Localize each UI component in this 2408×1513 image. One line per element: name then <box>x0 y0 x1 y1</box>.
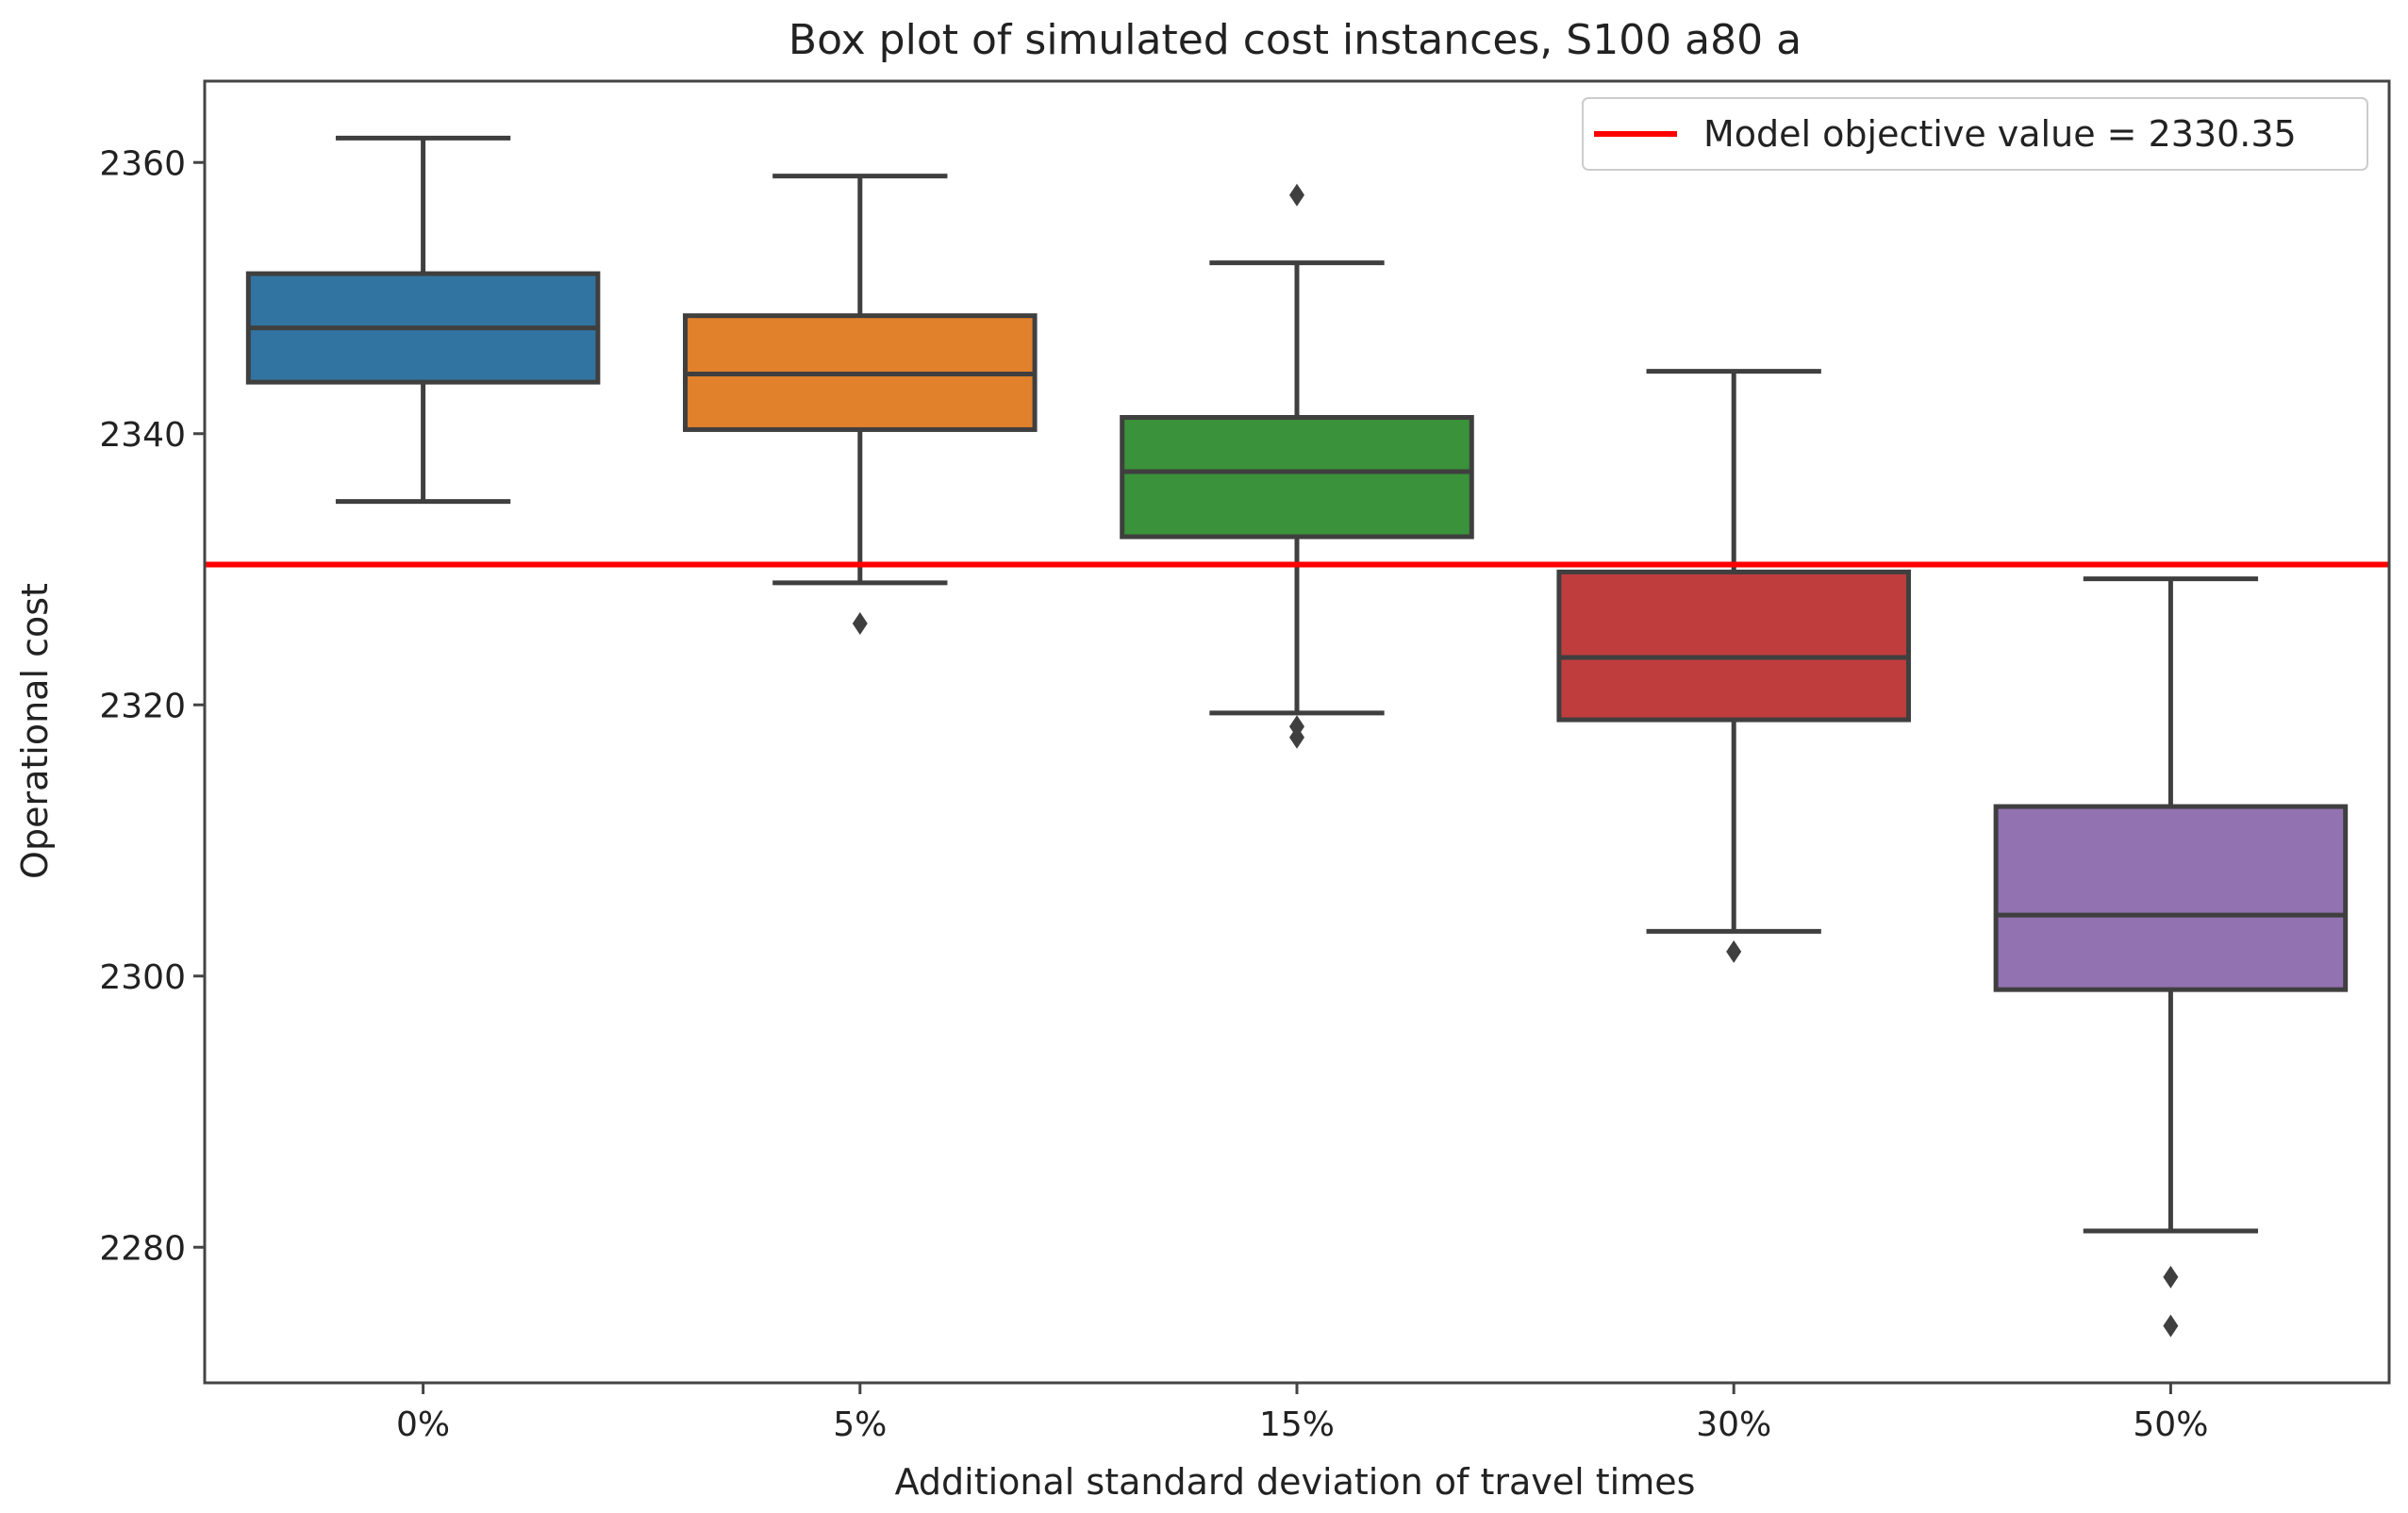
y-tick-label: 2300 <box>99 958 186 997</box>
legend-label: Model objective value = 2330.35 <box>1703 113 2297 155</box>
plot-area: 2280 2300 2320 2340 2360 0% 5% 15% 30% 50% <box>99 135 2389 1444</box>
plot-frame <box>203 79 2391 1385</box>
y-axis-label: Operational cost <box>14 583 56 879</box>
y-tick-label: 2280 <box>99 1229 186 1268</box>
chart-title: Box plot of simulated cost instances, S1… <box>789 16 1802 64</box>
legend-box <box>1582 97 2368 171</box>
x-tick-label: 5% <box>833 1405 887 1444</box>
box-15pct <box>1120 415 1474 540</box>
outlier-point <box>852 612 868 635</box>
y-tick-label: 2320 <box>99 687 186 725</box>
y-tick-label: 2340 <box>99 416 186 455</box>
y-tick-label: 2360 <box>99 144 186 183</box>
outlier-point <box>1289 725 1304 749</box>
outlier-point <box>2163 1265 2179 1289</box>
x-tick-label: 0% <box>396 1405 450 1444</box>
x-tick-label: 50% <box>2133 1405 2208 1444</box>
box-50pct <box>1993 804 2349 992</box>
x-tick-label: 30% <box>1696 1405 1771 1444</box>
x-axis-label: Additional standard deviation of travel … <box>895 1461 1696 1503</box>
x-tick-label: 15% <box>1259 1405 1335 1444</box>
legend: Model objective value = 2330.35 <box>1582 97 2368 171</box>
outlier-point <box>1726 939 1742 963</box>
outlier-point <box>1289 183 1304 207</box>
outlier-point <box>2163 1314 2179 1338</box>
box-30pct <box>1556 569 1911 723</box>
